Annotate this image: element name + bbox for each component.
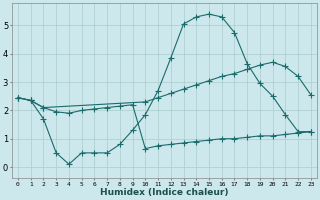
X-axis label: Humidex (Indice chaleur): Humidex (Indice chaleur) <box>100 188 229 197</box>
